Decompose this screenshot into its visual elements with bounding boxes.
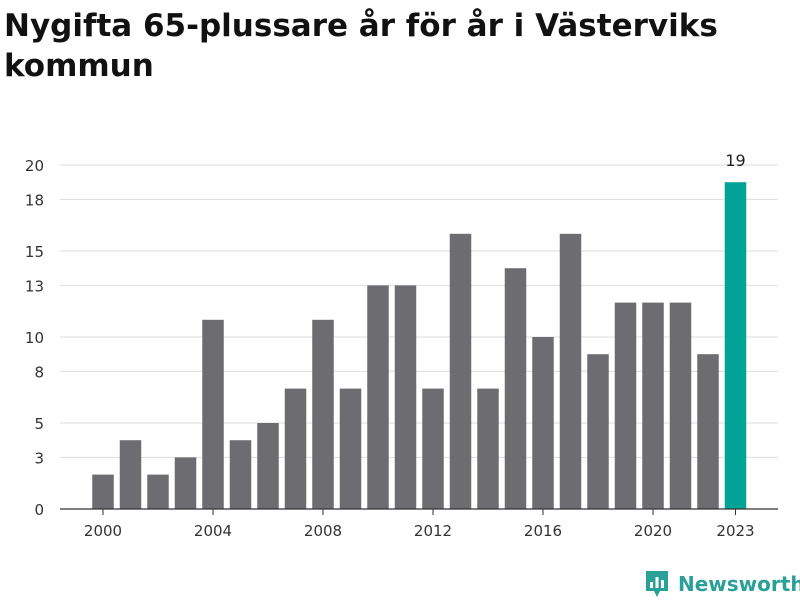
bar-2008 bbox=[312, 319, 334, 509]
y-tick-label: 0 bbox=[34, 501, 44, 519]
brand-logo: Newsworthy bbox=[644, 568, 800, 600]
brand-name: Newsworthy bbox=[678, 572, 800, 596]
y-tick-label: 8 bbox=[34, 363, 44, 381]
x-tick-label: 2012 bbox=[414, 522, 452, 540]
bar-2018 bbox=[587, 354, 609, 509]
y-tick-label: 18 bbox=[25, 191, 44, 209]
bar-2020 bbox=[642, 302, 664, 509]
x-tick-label: 2000 bbox=[84, 522, 122, 540]
bar-2010 bbox=[367, 285, 389, 509]
bar-2006 bbox=[257, 423, 279, 509]
data-label-2023: 19 bbox=[725, 151, 745, 170]
x-tick-label: 2016 bbox=[524, 522, 562, 540]
y-tick-label: 10 bbox=[25, 329, 44, 347]
y-axis-ticks: 0 3 5 8 10 13 15 18 20 bbox=[25, 157, 44, 519]
bar-2021 bbox=[669, 302, 692, 509]
bar-2003 bbox=[174, 457, 197, 509]
bar-2023 bbox=[724, 182, 747, 509]
bar-2000 bbox=[92, 474, 114, 509]
bars: 19 bbox=[92, 151, 747, 510]
x-tick-label: 2004 bbox=[194, 522, 232, 540]
y-tick-label: 13 bbox=[25, 277, 44, 295]
x-axis-ticks: 2000 2004 2008 2012 2016 2020 2023 bbox=[84, 509, 755, 540]
y-tick-label: 20 bbox=[25, 157, 44, 175]
bar-2012 bbox=[422, 388, 444, 509]
y-tick-label: 3 bbox=[34, 449, 44, 467]
bar-2013 bbox=[449, 233, 472, 510]
bar-2001 bbox=[119, 440, 142, 509]
bar-2017 bbox=[559, 233, 582, 510]
bar-2004 bbox=[202, 319, 224, 509]
bar-2002 bbox=[147, 474, 169, 509]
x-tick-label: 2008 bbox=[304, 522, 342, 540]
bar-2009 bbox=[339, 388, 362, 509]
bar-2007 bbox=[284, 388, 307, 509]
bar-2019 bbox=[614, 302, 637, 509]
newsworthy-logo-icon bbox=[646, 571, 668, 597]
bar-2016 bbox=[532, 337, 554, 509]
bar-2022 bbox=[697, 354, 719, 509]
y-tick-label: 15 bbox=[25, 243, 44, 261]
bar-2015 bbox=[504, 268, 527, 509]
x-tick-label: 2020 bbox=[634, 522, 672, 540]
bar-2014 bbox=[477, 388, 499, 509]
bar-2011 bbox=[394, 285, 417, 509]
chart-title: Nygifta 65-plussare år för år i Västervi… bbox=[4, 8, 718, 84]
bar-2005 bbox=[229, 440, 252, 509]
y-tick-label: 5 bbox=[34, 415, 44, 433]
x-tick-label: 2023 bbox=[716, 522, 754, 540]
